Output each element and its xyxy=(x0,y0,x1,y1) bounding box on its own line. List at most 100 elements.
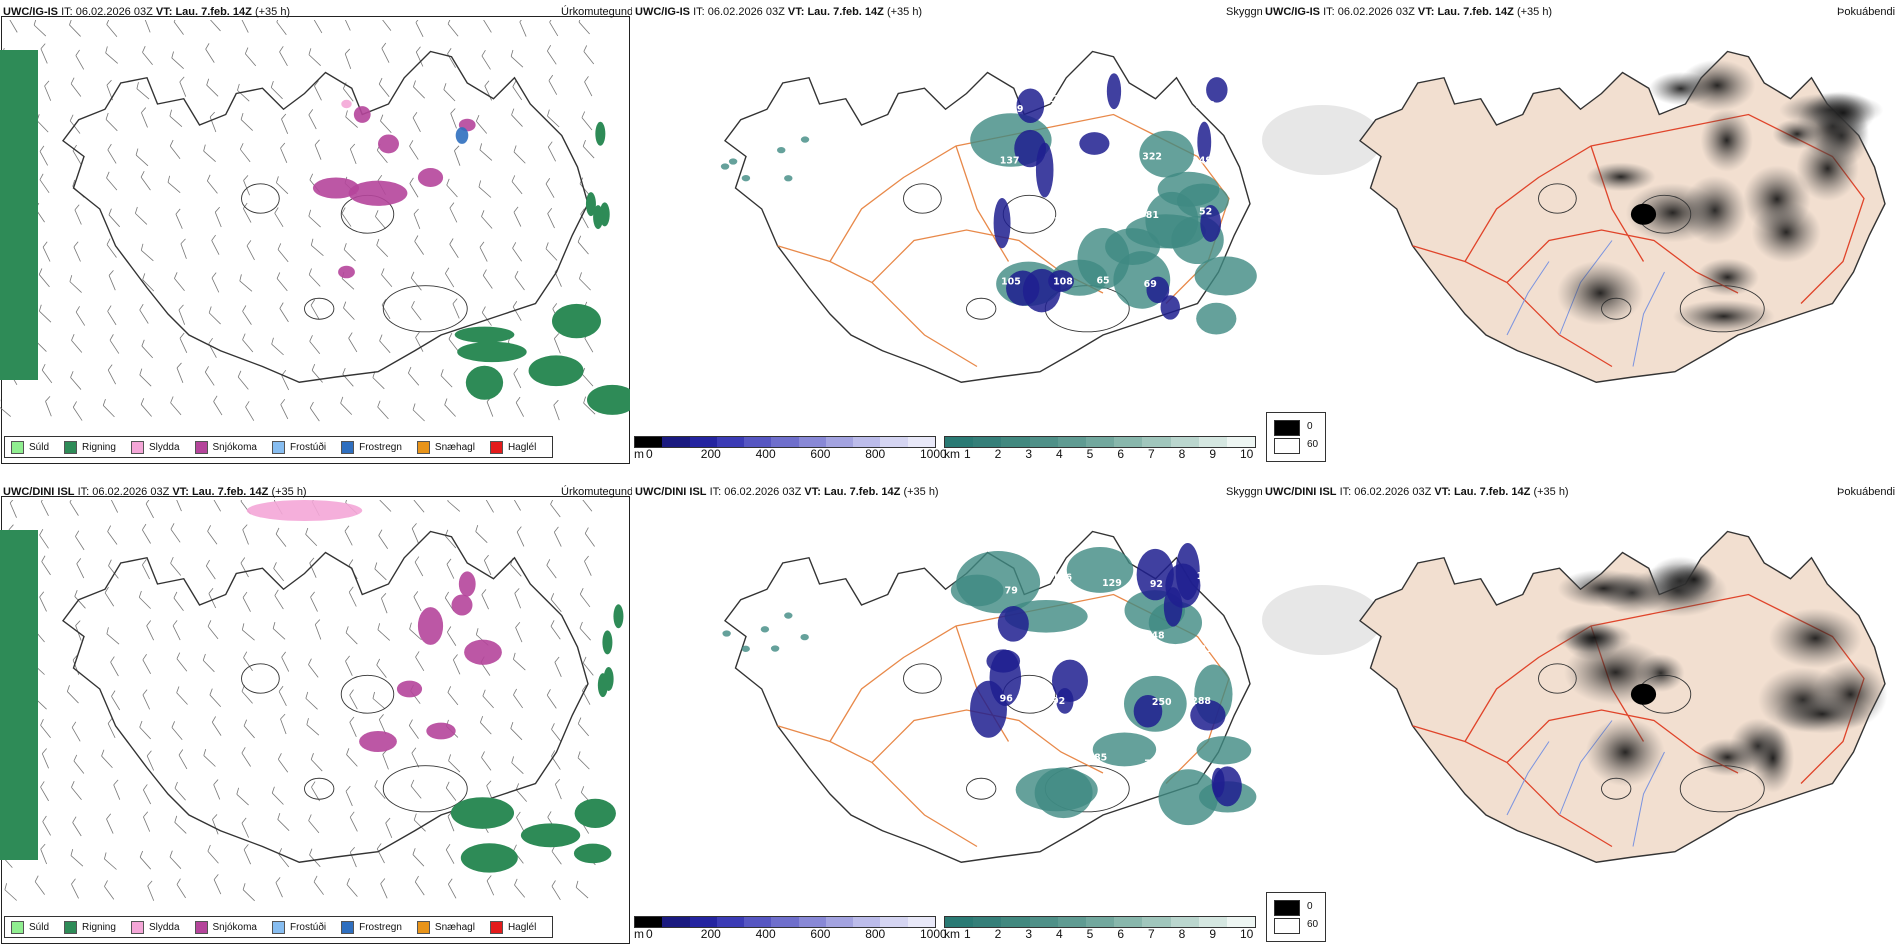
wind-barb-shaft xyxy=(71,787,82,800)
wind-barb xyxy=(446,558,455,579)
low-visibility-area xyxy=(741,645,750,652)
colorbar-bin xyxy=(945,917,974,927)
legend-item-frostúði: Frostúði xyxy=(271,920,326,934)
wind-barb xyxy=(42,815,51,836)
cloud-base-value: 129 xyxy=(1058,158,1078,169)
wind-barb-flag xyxy=(102,398,106,406)
wind-barb-shaft xyxy=(135,213,148,225)
wind-barb-shaft xyxy=(415,656,425,671)
wind-barb xyxy=(308,209,321,228)
wind-barb-flag xyxy=(271,337,274,345)
wind-barb xyxy=(349,846,357,868)
wind-barb-shaft xyxy=(581,500,593,512)
wind-barb xyxy=(309,335,321,355)
wind-barb-flag xyxy=(179,332,185,339)
wind-barb-flag xyxy=(107,525,112,532)
legend-label: Snæhagl xyxy=(434,921,475,933)
wind-barb xyxy=(108,208,120,228)
wind-barb xyxy=(379,500,392,512)
wind-barb-shaft xyxy=(483,560,492,576)
wind-barb xyxy=(349,689,358,710)
wind-barb xyxy=(519,20,527,37)
wind-barb xyxy=(241,623,255,641)
wind-barb-flag xyxy=(72,179,76,187)
wind-barb xyxy=(179,76,187,97)
wind-barb-flag xyxy=(412,112,418,118)
wind-barb-flag xyxy=(513,206,519,213)
wind-barb-shaft xyxy=(349,817,358,832)
wind-barb-shaft xyxy=(44,85,52,101)
wind-barb-flag xyxy=(178,749,184,756)
colorbar-tick: 1 xyxy=(964,927,971,941)
wind-barb xyxy=(513,368,522,389)
wind-barb-shaft xyxy=(447,632,457,646)
wind-barb xyxy=(344,48,352,69)
wind-barb-shaft xyxy=(311,787,320,802)
wind-barb xyxy=(280,142,288,163)
wind-barb xyxy=(382,749,389,770)
wind-barb-shaft xyxy=(73,246,81,262)
fog-legend-swatch xyxy=(1274,900,1300,916)
wind-barb xyxy=(447,48,456,68)
wind-barb-flag xyxy=(274,589,279,596)
wind-barb-flag xyxy=(110,656,115,663)
wind-barb-flag xyxy=(310,238,314,246)
wind-barb-shaft xyxy=(308,114,317,130)
wind-barb xyxy=(511,756,524,775)
cloud-base-value: 109 xyxy=(1004,104,1024,115)
wind-barb-flag xyxy=(512,242,517,249)
wind-barb xyxy=(349,811,358,832)
cloud-base-value: 105 xyxy=(1001,276,1021,287)
wind-barb xyxy=(71,781,82,800)
wind-barb xyxy=(207,844,219,864)
wind-barb-flag xyxy=(171,721,175,728)
wind-barb xyxy=(448,754,461,773)
wind-barb xyxy=(513,652,526,671)
wind-barb-shaft xyxy=(444,404,456,417)
wind-barb xyxy=(381,42,390,63)
legend-swatch xyxy=(11,440,24,454)
wind-barb-shaft xyxy=(380,883,388,899)
wind-barb xyxy=(170,523,181,543)
wind-barb-shaft xyxy=(379,500,392,512)
wind-barb-shaft xyxy=(277,819,290,832)
legend-item-súld: Súld xyxy=(11,920,49,934)
cloud-base-colorbar xyxy=(634,916,936,928)
wind-barb-flag xyxy=(519,20,525,23)
low-visibility-area xyxy=(760,626,770,633)
wind-barb-shaft xyxy=(208,593,217,609)
legend-swatch xyxy=(64,440,78,454)
fog-legend-swatch xyxy=(1274,420,1300,436)
cloud-base-value: 679 xyxy=(1103,156,1123,167)
wind-barb-shaft xyxy=(105,52,119,64)
wind-barb-shaft xyxy=(72,150,82,165)
fog-index-area xyxy=(1751,201,1821,263)
wind-barb-shaft xyxy=(275,533,287,547)
wind-barb-flag xyxy=(107,717,113,724)
wind-barb xyxy=(279,302,289,323)
wind-barb-flag xyxy=(41,748,47,754)
it-label: IT: xyxy=(1323,6,1335,18)
wind-barb-flag xyxy=(173,591,178,599)
low-visibility-area xyxy=(741,175,751,182)
low-cloud-base-area xyxy=(1211,767,1225,798)
wind-barb-shaft xyxy=(348,338,358,353)
wind-barb-flag xyxy=(277,243,282,250)
wind-barb-shaft xyxy=(8,20,18,33)
wind-barb-shaft xyxy=(310,305,320,320)
wind-barb-flag xyxy=(275,527,280,535)
wind-barb-flag xyxy=(409,622,412,630)
fog-index-area xyxy=(1555,622,1633,653)
iceland-group xyxy=(62,50,589,383)
wind-barb-shaft xyxy=(374,786,386,799)
wind-barb xyxy=(40,718,51,738)
wind-barb-flag xyxy=(176,652,181,659)
wind-barb-flag xyxy=(547,208,553,214)
wind-barb-flag xyxy=(479,143,483,150)
wind-barb-flag xyxy=(412,848,416,855)
glacier-outline xyxy=(241,183,280,214)
wind-barb-shaft xyxy=(341,213,352,227)
wind-barb-shaft xyxy=(39,534,49,549)
wind-barb xyxy=(484,80,492,101)
wind-barb-shaft xyxy=(280,404,289,420)
